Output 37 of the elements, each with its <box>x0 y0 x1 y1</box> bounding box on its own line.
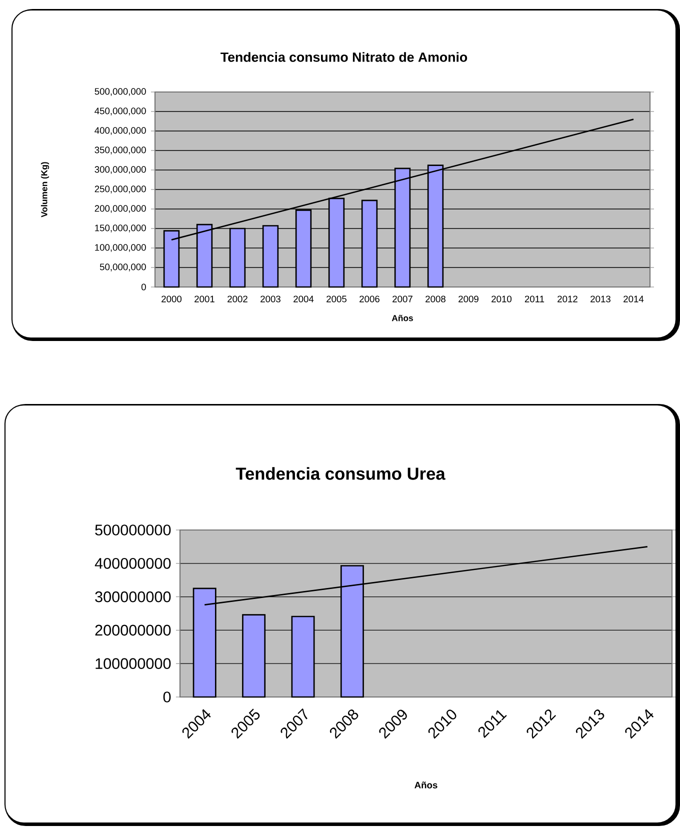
y-tick-label: 100,000,000 <box>95 244 146 252</box>
x-tick-label: 2001 <box>194 296 214 302</box>
y-tick-label: 100000000 <box>96 658 171 670</box>
x-tick-label: 2005 <box>326 296 346 302</box>
y-tick-label: 150,000,000 <box>95 224 146 232</box>
x-tick-label: 2007 <box>392 296 412 302</box>
y-tick-label: 450,000,000 <box>94 108 146 116</box>
y-tick-label: 200,000,000 <box>94 205 146 213</box>
x-tick-label: 2000 <box>162 296 182 302</box>
y-tick-label: 300000000 <box>95 591 171 602</box>
y-tick-label: 500,000,000 <box>94 88 146 96</box>
y-tick-label: 0 <box>141 284 146 290</box>
x-tick-label: 2002 <box>228 296 248 302</box>
x-axis-title: Años <box>414 782 438 788</box>
x-tick-label: 2010 <box>492 296 512 302</box>
x-tick-label: 2003 <box>260 296 280 302</box>
y-tick-label: 250,000,000 <box>94 186 146 194</box>
y-tick-label: 400000000 <box>94 558 171 569</box>
y-tick-label: 50,000,000 <box>100 264 146 272</box>
x-tick-label: 2004 <box>294 296 314 302</box>
x-tick-label: 2008 <box>426 296 446 302</box>
y-tick-label: 200000000 <box>95 624 171 636</box>
y-tick-label: 0 <box>163 692 171 702</box>
y-tick-label: 300,000,000 <box>94 166 146 174</box>
chart-title: Tendencia consumo Nitrato de Amonio <box>220 52 468 62</box>
x-tick-label: 2009 <box>458 296 478 302</box>
y-axis-title: Volumen (Kg) <box>40 162 50 218</box>
x-tick-label: 2011 <box>524 296 544 302</box>
y-tick-label: 350,000,000 <box>94 146 146 154</box>
chart-title: Tendencia consumo Urea <box>236 467 446 480</box>
x-tick-label: 2014 <box>624 296 644 302</box>
y-tick-label: 500000000 <box>95 524 171 536</box>
y-tick-label: 400,000,000 <box>94 127 146 135</box>
x-tick-label: 2006 <box>360 296 380 302</box>
x-axis-title: Años <box>392 314 413 322</box>
x-tick-label: 2013 <box>590 296 610 302</box>
x-tick-label: 2012 <box>558 296 578 302</box>
